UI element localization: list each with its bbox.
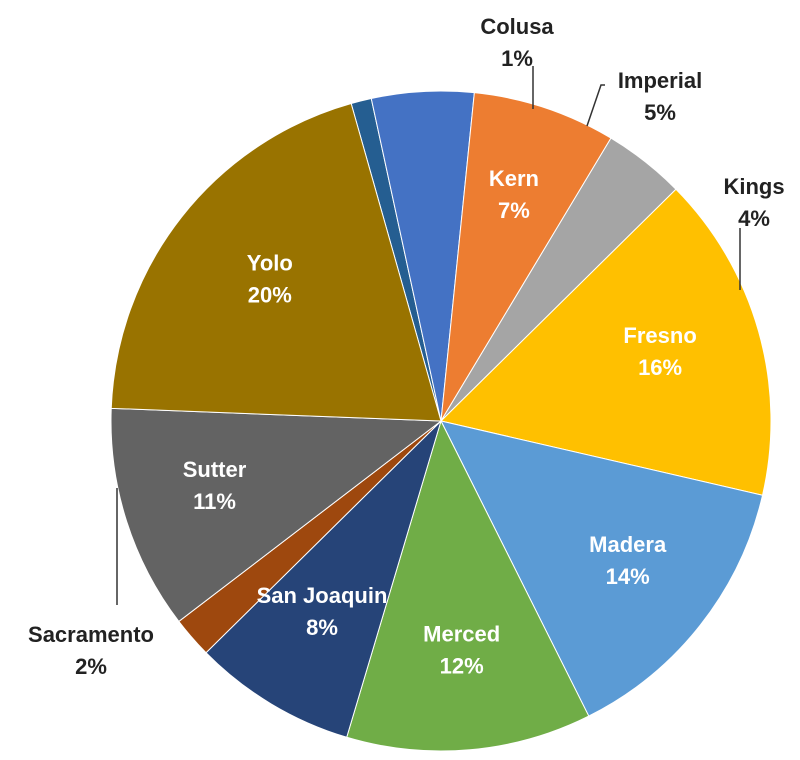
slice-value-colusa: 1%	[501, 46, 533, 71]
slice-value-merced: 12%	[440, 654, 484, 679]
slice-label-merced: Merced 12%	[423, 622, 500, 679]
slice-label-fresno: Fresno 16%	[623, 323, 696, 380]
pie-slice-yolo	[110, 102, 442, 422]
pie-slice-kern	[440, 92, 612, 422]
slice-name-yolo: Yolo	[247, 250, 293, 275]
slice-label-kern: Kern 7%	[489, 166, 539, 223]
slice-label-yolo: Yolo 20%	[247, 250, 293, 307]
slice-name-fresno: Fresno	[623, 323, 696, 348]
slice-labels: Colusa 1% Imperial 5% Kern 7% Kings 4% Fresno 16%…	[28, 14, 785, 679]
pie-slice-san-joaquin	[205, 420, 442, 738]
slice-value-kings: 4%	[738, 206, 770, 231]
slice-name-madera: Madera	[589, 532, 667, 557]
slice-name-kern: Kern	[489, 166, 539, 191]
slice-name-kings: Kings	[723, 174, 784, 199]
slice-value-imperial: 5%	[644, 100, 676, 125]
slice-name-merced: Merced	[423, 622, 500, 647]
slice-name-sacramento: Sacramento	[28, 622, 154, 647]
pie-slices	[110, 90, 772, 752]
slice-value-kern: 7%	[498, 198, 530, 223]
pie-slice-madera	[440, 420, 764, 717]
slice-label-sacramento: Sacramento 2%	[28, 622, 154, 679]
slice-value-madera: 14%	[606, 564, 650, 589]
slice-value-sacramento: 2%	[75, 654, 107, 679]
slice-label-colusa: Colusa 1%	[480, 14, 554, 71]
leader-line-imperial	[586, 84, 605, 127]
slice-value-san-joaquin: 8%	[306, 615, 338, 640]
slice-value-fresno: 16%	[638, 355, 682, 380]
leader-lines	[116, 66, 741, 605]
slice-name-san-joaquin: San Joaquin	[257, 583, 388, 608]
slice-label-madera: Madera 14%	[589, 532, 667, 589]
slice-label-imperial: Imperial 5%	[618, 68, 702, 125]
slice-label-sutter: Sutter 11%	[183, 457, 247, 514]
slice-name-colusa: Colusa	[480, 14, 554, 39]
pie-slice-merced	[346, 419, 590, 752]
slice-value-sutter: 11%	[193, 489, 236, 514]
slice-name-imperial: Imperial	[618, 68, 702, 93]
slice-value-yolo: 20%	[248, 282, 292, 307]
slice-label-san-joaquin: San Joaquin 8%	[257, 583, 388, 640]
slice-label-kings: Kings 4%	[723, 174, 784, 231]
slice-name-sutter: Sutter	[183, 457, 247, 482]
pie-slice-fresno	[440, 188, 772, 496]
pie-slice-sutter	[110, 407, 443, 623]
